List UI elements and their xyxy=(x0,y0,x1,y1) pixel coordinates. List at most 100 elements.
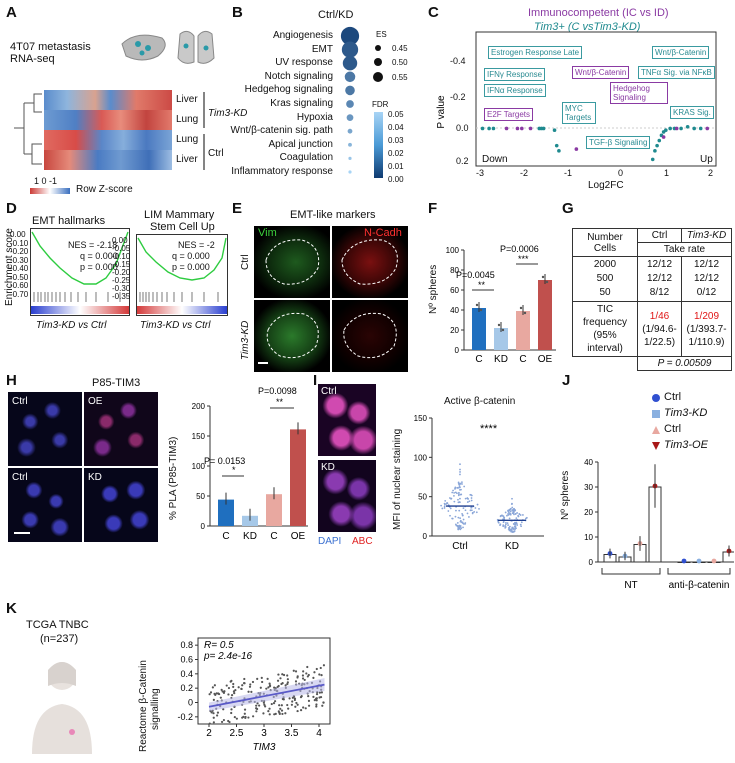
b-dot-3 xyxy=(342,56,358,71)
k-point xyxy=(268,713,271,716)
j-legend-marker-1 xyxy=(652,394,660,402)
i-point xyxy=(502,521,505,524)
i-ytick-label: 150 xyxy=(414,414,428,423)
i-point xyxy=(474,507,477,509)
k-point xyxy=(209,691,213,694)
k-point xyxy=(243,677,246,681)
i-point xyxy=(444,500,447,502)
i-point xyxy=(451,491,454,494)
k-point xyxy=(211,686,214,689)
i-sig: **** xyxy=(480,423,498,435)
k-point xyxy=(210,711,213,714)
d-left-ytick: -0.30 xyxy=(10,255,29,265)
i-point xyxy=(516,524,519,526)
c-point-teal-6 xyxy=(541,126,546,131)
b-pathway-label: UV response xyxy=(275,57,333,69)
e-title: EMT-like markers xyxy=(290,209,376,221)
k-point xyxy=(295,701,298,705)
i-point xyxy=(457,528,460,530)
c-point-teal-8 xyxy=(554,143,559,148)
h-bar-2 xyxy=(242,515,258,526)
b-pathway-label: Hedgehog signaling xyxy=(244,84,333,96)
k-point xyxy=(240,687,243,690)
i-point xyxy=(457,486,460,489)
i-point xyxy=(520,521,523,524)
e-ncadh-label: N-Cadh xyxy=(364,227,402,239)
a-group-kd: Tim3-KD xyxy=(208,108,248,119)
k-point xyxy=(255,704,258,707)
i-point xyxy=(513,530,516,533)
organ-illustration xyxy=(121,30,215,64)
k-stat-r: R= 0.5 xyxy=(204,640,234,651)
i-xtick-label: Ctrl xyxy=(452,541,468,552)
f-bar-4 xyxy=(538,280,552,350)
k-point xyxy=(228,720,231,724)
d-right-ytick: -0.30 xyxy=(112,284,131,293)
i-point xyxy=(504,526,507,529)
k-point xyxy=(249,683,252,686)
k-point xyxy=(263,703,266,706)
e-row-kd: Tim3-KD xyxy=(240,320,251,360)
k-point xyxy=(235,717,238,720)
k-point xyxy=(279,707,282,710)
j-ylabel: Nº spheres xyxy=(560,470,571,520)
i-point xyxy=(478,507,480,510)
i-point xyxy=(502,524,505,527)
d-left-ytick: -0.20 xyxy=(10,247,29,256)
d-right-nes: NES = -2 xyxy=(178,240,215,250)
k-point xyxy=(284,684,287,687)
i-abc: ABC xyxy=(352,536,373,547)
c-label-e2f: E2F Targets xyxy=(484,108,533,121)
i-point xyxy=(466,512,469,515)
k-xtick-label: 2.5 xyxy=(230,728,244,739)
k-point xyxy=(268,682,271,685)
i-point xyxy=(470,506,473,509)
b-dotplot xyxy=(340,26,360,174)
i-point xyxy=(516,512,518,514)
i-point xyxy=(459,482,462,485)
b-dot-7 xyxy=(346,114,354,121)
k-point xyxy=(286,682,289,686)
i-point xyxy=(511,530,513,532)
k-point xyxy=(208,722,211,725)
i-tile-ctrl xyxy=(318,384,376,456)
f-pt xyxy=(501,328,505,332)
k-point xyxy=(262,701,265,704)
k-n: (n=237) xyxy=(40,633,79,645)
k-point xyxy=(237,686,240,689)
k-point xyxy=(241,716,244,719)
k-point xyxy=(243,682,246,685)
k-point xyxy=(320,691,323,694)
h-tile-label-2: OE xyxy=(88,396,103,407)
i-point xyxy=(451,517,454,520)
c-point-purple-6 xyxy=(661,135,666,139)
b-dot-5 xyxy=(345,85,355,96)
h-tile-kd xyxy=(84,468,158,542)
panel-label-e: E xyxy=(232,200,243,217)
g-cells-2: 500 xyxy=(596,273,614,284)
g-h-take: Take rate xyxy=(637,242,732,257)
i-point xyxy=(457,498,459,501)
i-point xyxy=(520,525,523,528)
panel-label-g: G xyxy=(562,200,574,217)
c-xtick-5: 1 xyxy=(664,168,670,178)
panel-label-b: B xyxy=(232,4,243,21)
b-fdr-tick-5: 0.01 xyxy=(388,162,404,171)
k-point xyxy=(212,721,215,724)
b-dot-11 xyxy=(348,170,352,174)
j-legend-3: Ctrl xyxy=(664,423,682,435)
c-xtick-1: -3 xyxy=(476,168,485,178)
k-point xyxy=(282,673,286,677)
i-point xyxy=(449,507,452,510)
e-vim-ctrl xyxy=(254,226,330,298)
f-ytick-label: 60 xyxy=(450,286,459,295)
c-point-purple-2 xyxy=(515,126,520,131)
i-point xyxy=(459,493,462,496)
k-point xyxy=(318,673,321,676)
k-point xyxy=(266,677,269,680)
c-point-teal-12 xyxy=(655,143,659,148)
g-kd-tic: 1/209 xyxy=(694,310,720,322)
k-point xyxy=(268,707,271,710)
c-point-teal-22 xyxy=(698,126,703,131)
b-pathway-label: Notch signaling xyxy=(264,70,333,82)
